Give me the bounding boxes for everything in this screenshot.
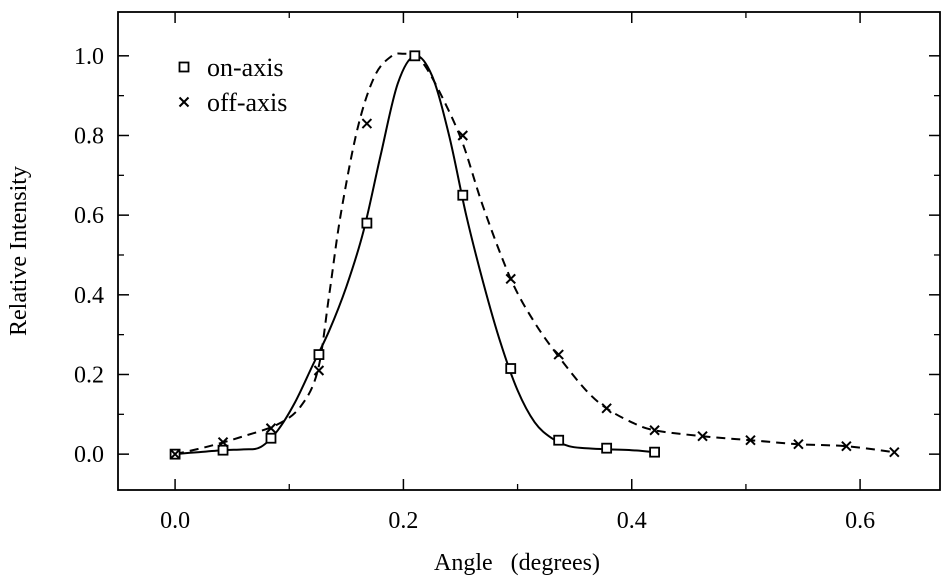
- point-off-axis: [697, 431, 708, 442]
- legend: on-axis off-axis: [178, 53, 287, 117]
- point-off-axis: [505, 273, 516, 285]
- point-on-axis: [505, 363, 517, 374]
- point-off-axis: [841, 440, 852, 452]
- point-off-axis: [313, 365, 325, 376]
- series-markers-off-axis: [169, 118, 900, 460]
- legend-label: off-axis: [207, 88, 287, 117]
- plot-frame: [117, 11, 941, 491]
- y-tick-label: 0.8: [74, 123, 104, 149]
- legend-marker-on-axis: [178, 61, 190, 73]
- point-off-axis: [553, 349, 564, 360]
- y-tick-label: 0.6: [74, 203, 104, 229]
- x-axis-ticks: 0.0 0.2 0.4 0.6: [160, 12, 875, 534]
- point-off-axis: [601, 403, 612, 414]
- point-on-axis: [553, 434, 565, 446]
- point-on-axis: [409, 50, 421, 62]
- x-tick-label: 0.2: [388, 508, 418, 534]
- point-on-axis: [457, 189, 469, 201]
- point-off-axis: [745, 435, 756, 446]
- point-on-axis: [601, 442, 613, 454]
- point-off-axis: [265, 423, 277, 434]
- point-on-axis: [649, 446, 660, 458]
- point-off-axis: [649, 425, 660, 436]
- point-on-axis: [217, 444, 229, 456]
- y-tick-label: 0.2: [74, 362, 104, 388]
- x-tick-label: 0.0: [160, 508, 190, 534]
- point-off-axis: [217, 436, 229, 448]
- legend-marker-off-axis: [178, 96, 190, 108]
- point-on-axis: [313, 349, 325, 360]
- series-layer: [169, 50, 900, 460]
- x-tick-label: 0.6: [845, 508, 875, 534]
- x-tick-label: 0.4: [617, 508, 647, 534]
- series-line-off-axis: [174, 52, 895, 456]
- point-off-axis: [793, 438, 804, 450]
- point-on-axis: [265, 432, 277, 444]
- point-on-axis: [361, 217, 373, 229]
- legend-label: on-axis: [207, 53, 284, 82]
- y-tick-label: 1.0: [74, 44, 104, 70]
- y-axis-ticks: 0.0 0.2 0.4 0.6 0.8 1.0: [74, 44, 940, 468]
- y-axis-label: Relative Intensity: [6, 166, 32, 336]
- point-off-axis: [361, 118, 373, 129]
- y-tick-label: 0.4: [74, 283, 104, 309]
- point-off-axis: [457, 130, 468, 141]
- x-axis-label: Angle (degrees): [434, 550, 600, 576]
- series-markers-on-axis: [169, 50, 660, 460]
- y-tick-label: 0.0: [74, 442, 104, 468]
- point-off-axis: [169, 448, 181, 460]
- point-off-axis: [889, 446, 900, 458]
